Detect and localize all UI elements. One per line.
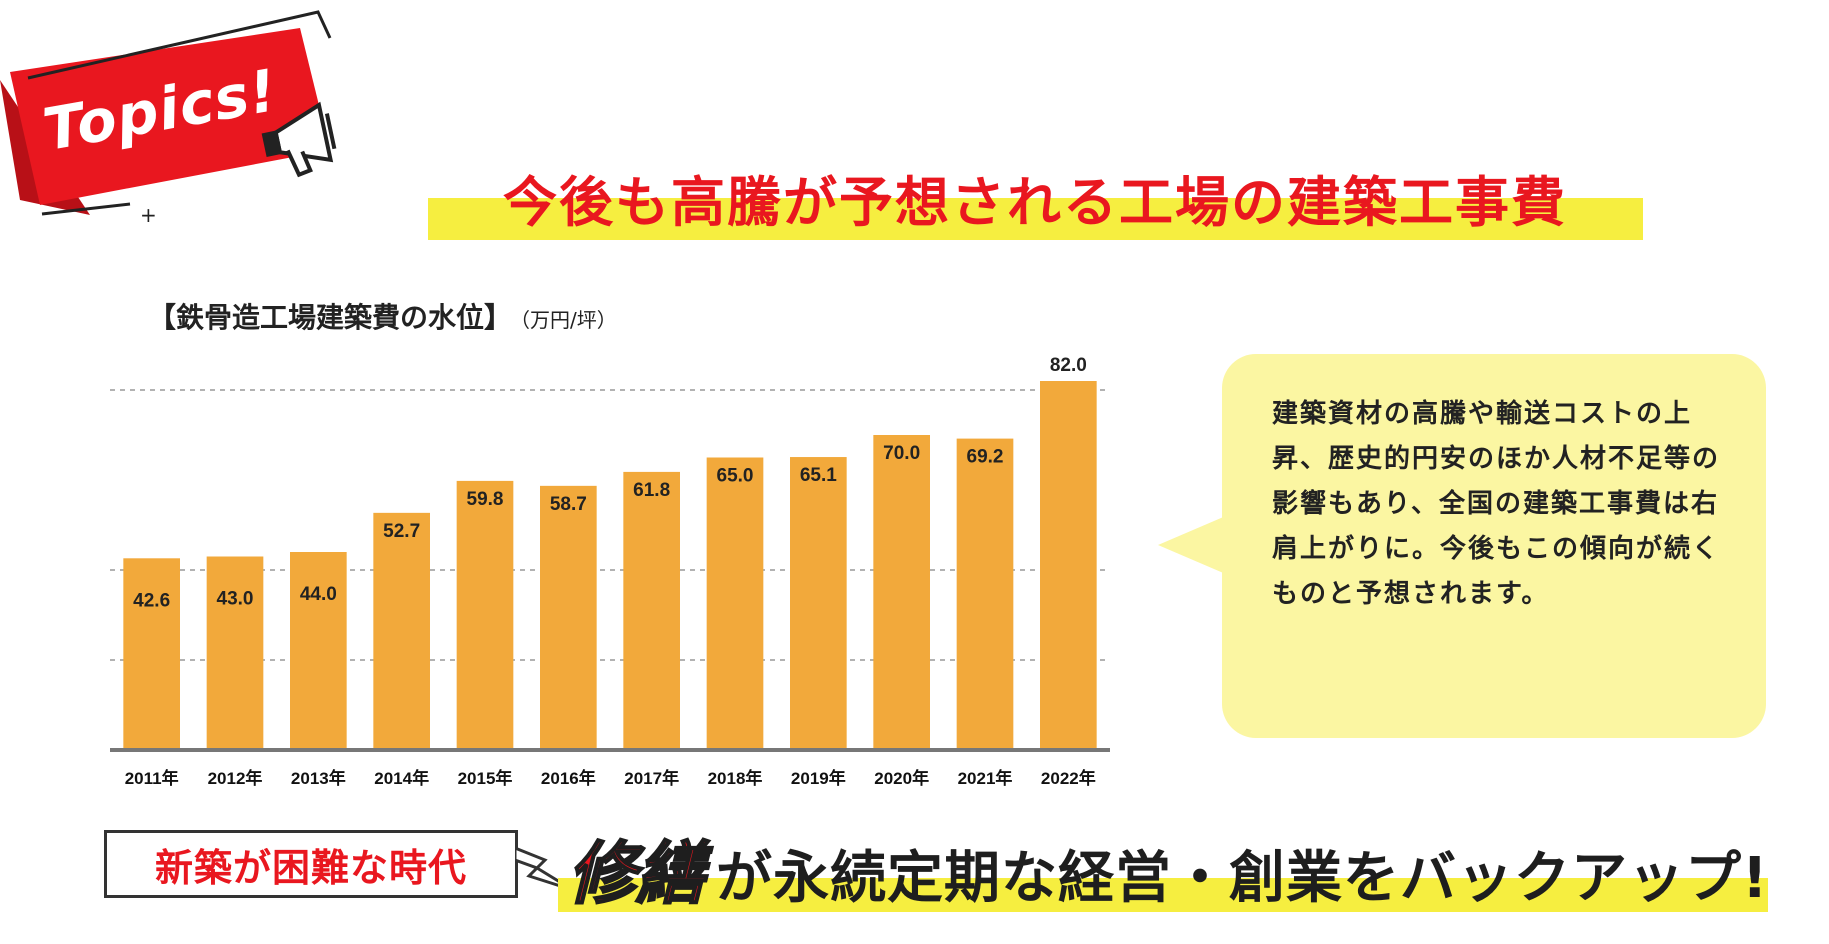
data-label: 59.8 — [467, 489, 504, 510]
bar — [290, 552, 347, 750]
bar — [956, 438, 1014, 750]
data-label: 69.2 — [967, 447, 1004, 468]
x-tick-label: 2016年 — [541, 768, 596, 788]
topics-badge: + — [0, 10, 337, 227]
bubble-text: 建築資材の高騰や輸送コストの上昇、歴史的円安のほか人材不足等の影響もあり、全国の… — [1272, 399, 1721, 609]
data-label: 52.7 — [383, 521, 420, 542]
bar — [373, 512, 430, 750]
svg-text:+: + — [140, 203, 157, 227]
data-label: 43.0 — [217, 589, 254, 610]
data-label: 61.8 — [633, 480, 670, 501]
bar — [623, 471, 680, 750]
bar — [790, 457, 847, 750]
x-tick-label: 2021年 — [958, 768, 1013, 788]
x-tick-label: 2012年 — [208, 768, 263, 788]
bar — [540, 485, 597, 750]
x-tick-label: 2018年 — [708, 768, 763, 788]
x-tick-label: 2015年 — [458, 768, 513, 788]
chart-title: 【鉄骨造工場建築費の水位】 （万円/坪） — [148, 296, 617, 336]
headline: 今後も高騰が予想される工場の建築工事費 — [503, 171, 1567, 234]
banner-highlight-text: 修繕 — [567, 834, 705, 915]
bar — [873, 435, 930, 750]
banner-left-box: 新築が困難な時代 — [104, 830, 518, 898]
x-tick-label: 2017年 — [624, 768, 679, 788]
bubble-tail — [1158, 515, 1228, 575]
bar — [1040, 381, 1097, 750]
banner-highlight-bar — [558, 878, 1768, 912]
banner-right: 修繕 が永続定期な経営・創業をバックアップ! — [567, 818, 1769, 917]
data-label: 58.7 — [550, 494, 587, 515]
speech-bubble: 建築資材の高騰や輸送コストの上昇、歴史的円安のほか人材不足等の影響もあり、全国の… — [1222, 354, 1766, 738]
data-label: 65.0 — [717, 466, 754, 487]
bar — [456, 480, 514, 750]
x-tick-label: 2013年 — [291, 768, 346, 788]
x-tick-label: 2022年 — [1041, 768, 1096, 788]
chart-unit: （万円/坪） — [520, 308, 617, 332]
banner-left-text: 新築が困難な時代 — [154, 845, 467, 890]
data-label: 65.1 — [800, 465, 837, 486]
headline-highlight — [428, 198, 1643, 240]
x-tick-label: 2014年 — [374, 768, 429, 788]
data-label: 44.0 — [300, 584, 337, 605]
x-tick-label: 2020年 — [874, 768, 929, 788]
x-tick-label: 2019年 — [791, 768, 846, 788]
banner-rest-text: が永続定期な経営・創業をバックアップ! — [716, 846, 1769, 911]
lightning-arrow-icon — [515, 846, 574, 892]
data-label: 42.6 — [133, 590, 170, 611]
bar — [123, 558, 180, 750]
data-label: 82.0 — [1050, 355, 1087, 376]
bar — [706, 457, 764, 750]
chart-title-text: 【鉄骨造工場建築費の水位】 — [148, 301, 513, 334]
x-tick-label: 2011年 — [125, 768, 179, 788]
bar-chart: 42.6 2011年 43.0 2012年 44.0 2013年 52.7 2014年 59.8… — [110, 355, 1110, 788]
data-label: 70.0 — [883, 443, 920, 464]
bar — [206, 556, 264, 750]
megaphone-icon — [261, 101, 337, 178]
